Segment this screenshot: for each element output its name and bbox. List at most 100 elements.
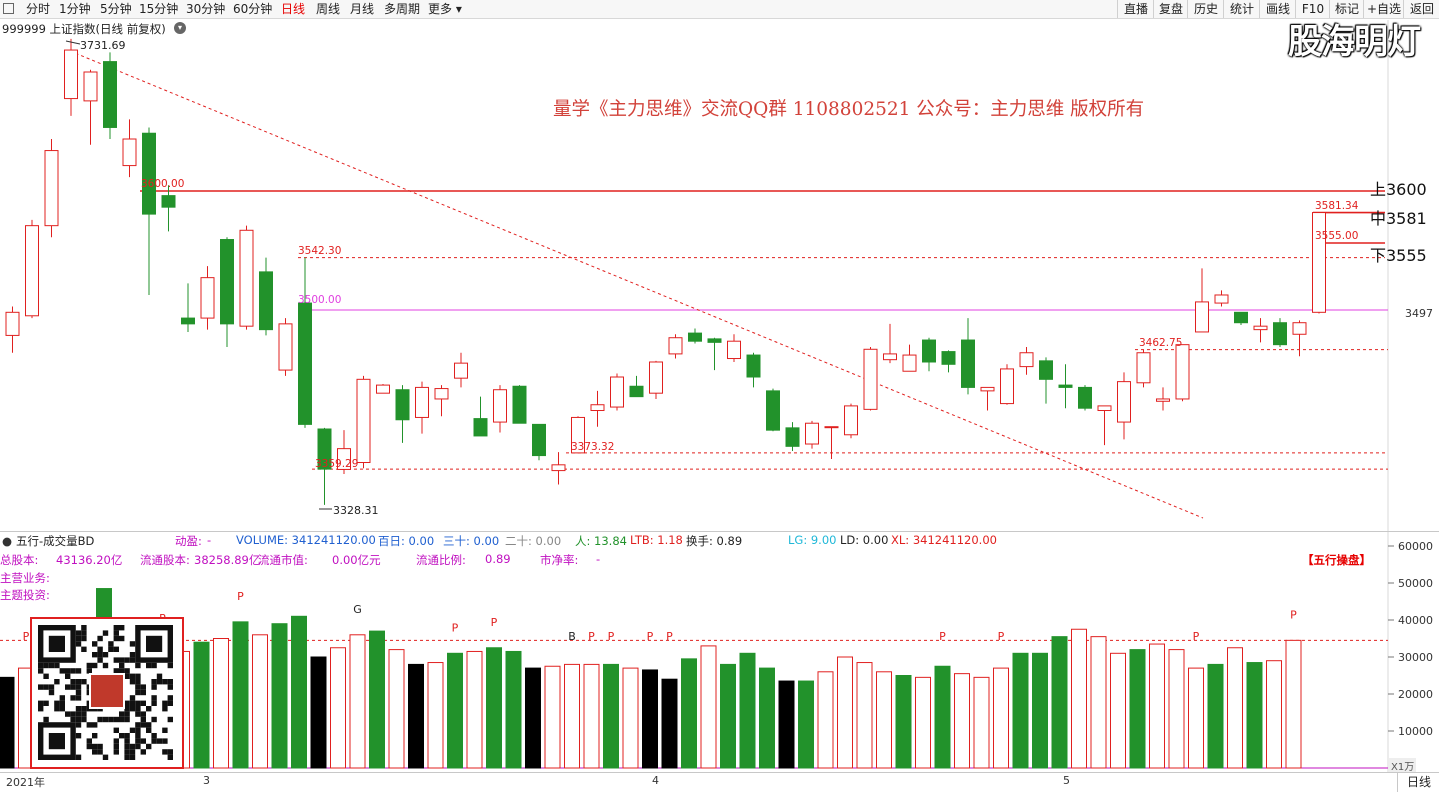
candle [532, 423, 546, 461]
qr-module [81, 706, 87, 712]
qr-module [151, 738, 157, 744]
qr-module [167, 662, 173, 669]
f10-button[interactable]: F10 [1295, 0, 1330, 18]
candle [220, 237, 234, 347]
qr-module [81, 635, 87, 642]
draw-line-button[interactable]: 画线 [1259, 0, 1296, 18]
qr-module [75, 695, 82, 701]
pane-divider [0, 531, 1439, 532]
tab-fenshi[interactable]: 分时 [26, 2, 51, 16]
live-button[interactable]: 直播 [1117, 0, 1154, 18]
volume-bar [1090, 636, 1107, 769]
qr-module [135, 711, 141, 717]
level-3542-label: 3542.30 [298, 245, 341, 257]
tab-15min[interactable]: 15分钟 [139, 2, 179, 16]
float-mcap-label: 流通市值: [258, 553, 308, 567]
tab-30min[interactable]: 30分钟 [186, 2, 226, 16]
wuxing-trade-button[interactable]: 【五行操盘】 [1302, 553, 1371, 567]
candle [1156, 387, 1170, 411]
candle [1000, 364, 1014, 405]
qr-module [75, 630, 82, 636]
qr-module [124, 716, 130, 723]
candle [766, 388, 780, 432]
qr-module [102, 662, 109, 669]
indicator-name[interactable]: 五行-成交量BD [16, 534, 95, 548]
qr-module [65, 673, 71, 679]
volume-bar [232, 621, 249, 769]
replay-button[interactable]: 复盘 [1153, 0, 1188, 18]
qr-module [135, 738, 141, 744]
volume-bar [1285, 639, 1302, 769]
trendline [69, 50, 1204, 519]
lg-value: LG: 9.00 [788, 533, 837, 547]
signal-marker: P [1193, 630, 1200, 643]
qr-module [151, 733, 157, 739]
candle-body [1117, 381, 1131, 423]
indicator-settings-icon[interactable]: ● [2, 534, 13, 548]
candle [83, 69, 98, 145]
add-watchlist-button[interactable]: +自选 [1363, 0, 1404, 18]
tab-multi-period[interactable]: 多周期 [384, 2, 421, 16]
qr-module [75, 635, 82, 642]
candle-body [532, 423, 546, 457]
candle [356, 375, 371, 469]
qr-module [146, 662, 152, 669]
candle [922, 337, 936, 372]
qr-module [124, 733, 130, 739]
candle-body [512, 385, 527, 424]
qr-module [119, 733, 125, 739]
date-label-april: 4 [652, 774, 659, 787]
candle-body [337, 448, 351, 470]
volume-bar [856, 662, 873, 769]
qr-module [162, 749, 168, 755]
axis-label-upper: 上3600 [1370, 180, 1427, 199]
toolbar-menu-icon[interactable] [3, 3, 14, 14]
tab-60min[interactable]: 60分钟 [233, 2, 273, 16]
candle-body [902, 354, 917, 372]
qr-module [38, 668, 44, 674]
candle [454, 352, 468, 388]
candle-body [1136, 352, 1151, 384]
tab-1min[interactable]: 1分钟 [59, 2, 91, 16]
qr-module [43, 716, 49, 723]
qr-module [43, 662, 49, 669]
candle-body [941, 351, 956, 365]
tab-more[interactable]: 更多 ▾ [428, 1, 462, 17]
float-ratio-label: 流通比例: [416, 553, 466, 567]
qr-module [151, 700, 157, 706]
candle [1058, 364, 1073, 409]
date-label-2021: 2021年 [6, 776, 45, 789]
candle-body [844, 405, 858, 436]
candle-body [590, 404, 605, 412]
tab-daily[interactable]: 日线 [281, 2, 306, 16]
qr-module [113, 635, 119, 642]
tab-5min[interactable]: 5分钟 [100, 2, 132, 16]
volume-bar [1207, 663, 1224, 769]
qr-module [140, 684, 146, 690]
candle [259, 257, 273, 336]
high-arrow [65, 40, 81, 45]
candle-body [863, 348, 878, 410]
candle [1292, 320, 1307, 357]
candle [1039, 357, 1053, 404]
candle-body [64, 49, 78, 100]
tab-weekly[interactable]: 周线 [316, 2, 341, 16]
volume-bar [837, 656, 853, 769]
back-button[interactable]: 返回 [1403, 0, 1439, 18]
stats-button[interactable]: 统计 [1223, 0, 1260, 18]
mark-button[interactable]: 标记 [1329, 0, 1364, 18]
title-dropdown-icon[interactable]: ▾ [174, 22, 186, 34]
candle [142, 127, 156, 295]
candle-body [142, 132, 156, 215]
tab-monthly[interactable]: 月线 [350, 2, 375, 16]
ren-value: 人: 13.84 [575, 534, 627, 548]
qr-module [43, 700, 49, 706]
pb-label: 市净率: [540, 553, 579, 567]
period-button[interactable]: 日线 [1397, 773, 1439, 792]
qr-module [59, 706, 65, 712]
candle-body [805, 422, 819, 445]
qr-module [92, 749, 98, 755]
total-shares-label: 总股本: [0, 553, 39, 567]
qr-module [43, 684, 49, 690]
history-button[interactable]: 历史 [1187, 0, 1224, 18]
